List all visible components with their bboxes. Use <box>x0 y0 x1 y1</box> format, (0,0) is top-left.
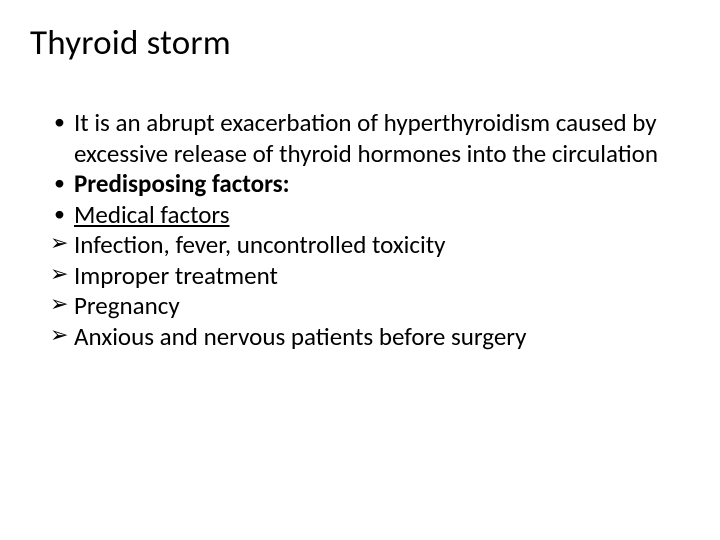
slide-content: • It is an abrupt exacerbation of hypert… <box>30 108 690 352</box>
list-item: ➢ Infection, fever, uncontrolled toxicit… <box>54 230 690 261</box>
arrow-right-icon: ➢ <box>50 230 74 261</box>
bullet-text: Pregnancy <box>74 291 690 322</box>
arrow-right-icon: ➢ <box>50 261 74 292</box>
bullet-text: Predisposing factors: <box>74 169 690 200</box>
bullet-text: It is an abrupt exacerbation of hyperthy… <box>74 108 690 169</box>
list-item: • Predisposing factors: <box>54 169 690 200</box>
slide-container: Thyroid storm • It is an abrupt exacerba… <box>0 0 720 540</box>
list-item: ➢ Improper treatment <box>54 261 690 292</box>
list-item: ➢ Anxious and nervous patients before su… <box>54 322 690 353</box>
bullet-text: Improper treatment <box>74 261 690 292</box>
bullet-dot-icon: • <box>54 108 74 169</box>
bullet-dot-icon: • <box>54 169 74 200</box>
list-item: • Medical factors <box>54 200 690 231</box>
bullet-text: Medical factors <box>74 200 690 231</box>
list-item: ➢ Pregnancy <box>54 291 690 322</box>
slide-title: Thyroid storm <box>30 22 690 64</box>
bullet-dot-icon: • <box>54 200 74 231</box>
bullet-text: Anxious and nervous patients before surg… <box>74 322 690 353</box>
arrow-right-icon: ➢ <box>50 322 74 353</box>
arrow-right-icon: ➢ <box>50 291 74 322</box>
list-item: • It is an abrupt exacerbation of hypert… <box>54 108 690 169</box>
bullet-text: Infection, fever, uncontrolled toxicity <box>74 230 690 261</box>
